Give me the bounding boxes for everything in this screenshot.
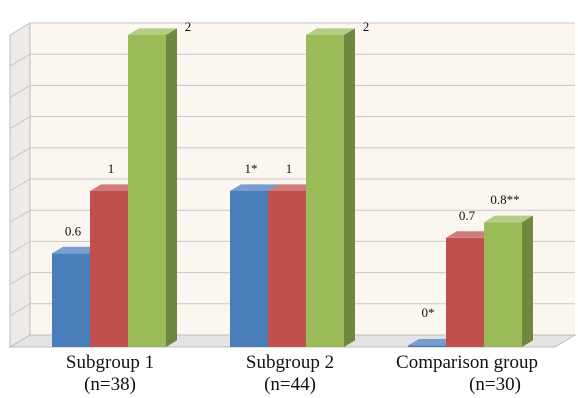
category-label-comparison-group: Comparison group (n=30) (362, 352, 572, 396)
category-label-subgroup-1: Subgroup 1 (n=38) (40, 352, 180, 396)
data-label: 0.7 (459, 208, 476, 223)
gridline (9, 209, 575, 223)
bar-top (230, 184, 279, 191)
bar (90, 191, 128, 347)
bar-top (306, 28, 355, 35)
bar (230, 191, 268, 347)
bar-top (128, 28, 177, 35)
data-label: 1 (286, 161, 293, 176)
bar-side (166, 28, 177, 348)
bar-top (484, 215, 533, 223)
bar-top (268, 184, 317, 191)
gridline (9, 178, 575, 192)
category-name: Subgroup 2 (245, 352, 335, 373)
data-label: 2 (185, 19, 192, 34)
bar (408, 345, 446, 347)
bar (268, 191, 306, 347)
gridline (9, 272, 575, 286)
gridline (9, 22, 575, 36)
data-label: 0* (422, 305, 435, 320)
bar (484, 222, 522, 347)
category-sample-size: (n=38) (84, 374, 136, 395)
gridline (9, 53, 575, 67)
data-label: 0.6 (65, 223, 82, 238)
gridline (9, 240, 575, 254)
category-label-subgroup-2: Subgroup 2 (n=44) (220, 352, 360, 396)
bar-top (408, 338, 457, 346)
category-name: Subgroup 1 (65, 352, 155, 373)
data-label: 1 (108, 161, 115, 176)
data-label: 2 (363, 19, 370, 34)
gridline (9, 303, 575, 317)
bar (446, 237, 484, 347)
bar-top (446, 231, 495, 238)
category-sample-size: (n=44) (264, 374, 316, 395)
gridline (9, 84, 575, 98)
bar (52, 253, 90, 347)
gridline (9, 116, 575, 130)
bar-top (52, 246, 101, 254)
bar-top (90, 184, 139, 191)
bar (128, 35, 166, 347)
bar (306, 35, 344, 347)
data-label: 1* (245, 161, 258, 176)
gridline (9, 147, 575, 161)
bar-side (522, 215, 533, 347)
category-sample-size: (n=30) (469, 374, 521, 395)
bar-side (344, 28, 355, 348)
category-name: Comparison group (396, 352, 538, 373)
data-label: 0.8** (490, 192, 519, 207)
